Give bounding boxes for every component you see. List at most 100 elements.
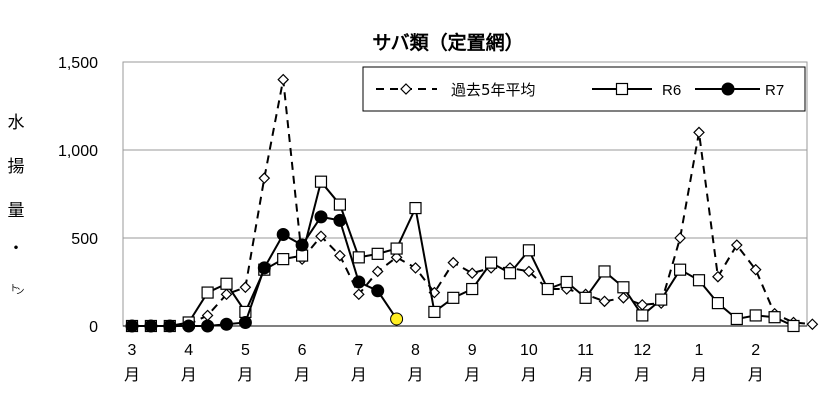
data-point [314, 210, 328, 224]
x-tick-label: 8 [411, 342, 420, 359]
series-circle [125, 210, 404, 333]
data-point [655, 293, 668, 306]
data-point [674, 232, 686, 244]
data-point [787, 319, 800, 333]
data-point [711, 297, 725, 310]
x-tick-label: 2 [751, 342, 760, 359]
x-tick-unit: 月 [691, 367, 707, 384]
data-point [749, 263, 762, 276]
data-point [768, 311, 781, 324]
y-tick-label: 1,000 [58, 143, 98, 160]
x-tick-label: 7 [354, 342, 363, 359]
y-axis-label-char: 水 [8, 113, 25, 133]
x-tick-label: 11 [577, 342, 594, 359]
data-point [144, 319, 158, 333]
data-point [806, 318, 819, 331]
data-point [390, 312, 404, 326]
x-tick-unit: 月 [578, 367, 594, 384]
x-tick-unit: 月 [464, 367, 480, 384]
data-point [730, 312, 743, 326]
data-point [258, 172, 271, 185]
data-point [220, 288, 233, 301]
data-point [333, 213, 347, 227]
legend-entry-label: 過去5年平均 [451, 81, 536, 99]
data-point [182, 319, 196, 333]
legend-entry-label: R7 [765, 82, 784, 99]
data-point [315, 230, 327, 243]
data-point [598, 295, 611, 308]
data-point [712, 270, 724, 283]
data-point [295, 238, 309, 252]
data-point [201, 319, 215, 333]
data-point [636, 299, 649, 311]
data-point [238, 315, 252, 329]
data-point [352, 251, 365, 264]
data-point [615, 82, 629, 96]
y-axis-label-char: ・ [8, 239, 25, 259]
legend: 過去5年平均 R6 R7 [362, 66, 806, 112]
data-point [390, 242, 403, 255]
data-point [239, 281, 252, 294]
x-tick-unit: 月 [351, 367, 367, 384]
series-layer [125, 73, 819, 333]
y-tick-label: 500 [71, 231, 98, 248]
data-point [721, 82, 735, 96]
series-square [125, 175, 800, 333]
data-point [617, 281, 630, 294]
data-point [314, 175, 328, 188]
data-point [409, 262, 422, 274]
data-point [560, 275, 573, 289]
data-point [541, 282, 554, 296]
data-point [636, 309, 649, 322]
data-point [579, 291, 592, 304]
x-tick-unit: 月 [521, 367, 537, 384]
x-tick-label: 10 [520, 342, 538, 359]
x-tick-label: 9 [468, 342, 477, 359]
data-point [409, 201, 422, 215]
y-axis-label-char: 量 [8, 201, 25, 221]
x-tick-label: 6 [298, 342, 307, 359]
data-point [201, 286, 214, 299]
data-point [428, 305, 441, 319]
data-point [371, 284, 385, 298]
data-point [220, 317, 233, 331]
x-tick-label: 12 [633, 342, 651, 359]
data-point [692, 274, 706, 287]
data-point [390, 251, 403, 264]
data-point [352, 288, 365, 301]
x-tick-label: 3 [128, 342, 137, 359]
data-point [466, 267, 479, 280]
data-point [125, 319, 139, 333]
data-point [503, 267, 517, 280]
x-tick-label: 1 [695, 342, 704, 359]
data-point [334, 249, 346, 262]
data-point [296, 249, 309, 262]
data-point [201, 309, 214, 322]
data-point [749, 309, 762, 322]
data-point [352, 275, 366, 289]
chart-title: サバ類（定置網） [372, 31, 523, 54]
x-tick-unit: 月 [634, 367, 650, 384]
data-point [523, 265, 535, 278]
data-point [371, 265, 384, 278]
data-point [371, 247, 384, 260]
data-point [693, 126, 705, 139]
x-tick-unit: 月 [294, 367, 310, 384]
axis-layer: 0 500 1,000 1,500 3 月 4 月 5 月 6 月 7 月 8 月 9 月 10 月 11 月 12 月 1 月 2… [8, 55, 807, 384]
data-point [276, 227, 290, 241]
x-tick-unit: 月 [237, 367, 253, 384]
x-tick-unit: 月 [748, 367, 764, 384]
data-point [673, 263, 687, 276]
data-point [730, 239, 743, 251]
y-axis-label-char: 揚 [8, 157, 25, 177]
x-tick-label: 4 [184, 342, 193, 359]
data-point [277, 73, 290, 86]
data-point [277, 253, 290, 266]
data-point [220, 277, 233, 290]
data-point [617, 291, 630, 304]
data-point [447, 256, 460, 269]
y-tick-label: 1,500 [58, 55, 98, 72]
data-point [447, 291, 460, 304]
x-tick-label: 5 [241, 342, 250, 359]
